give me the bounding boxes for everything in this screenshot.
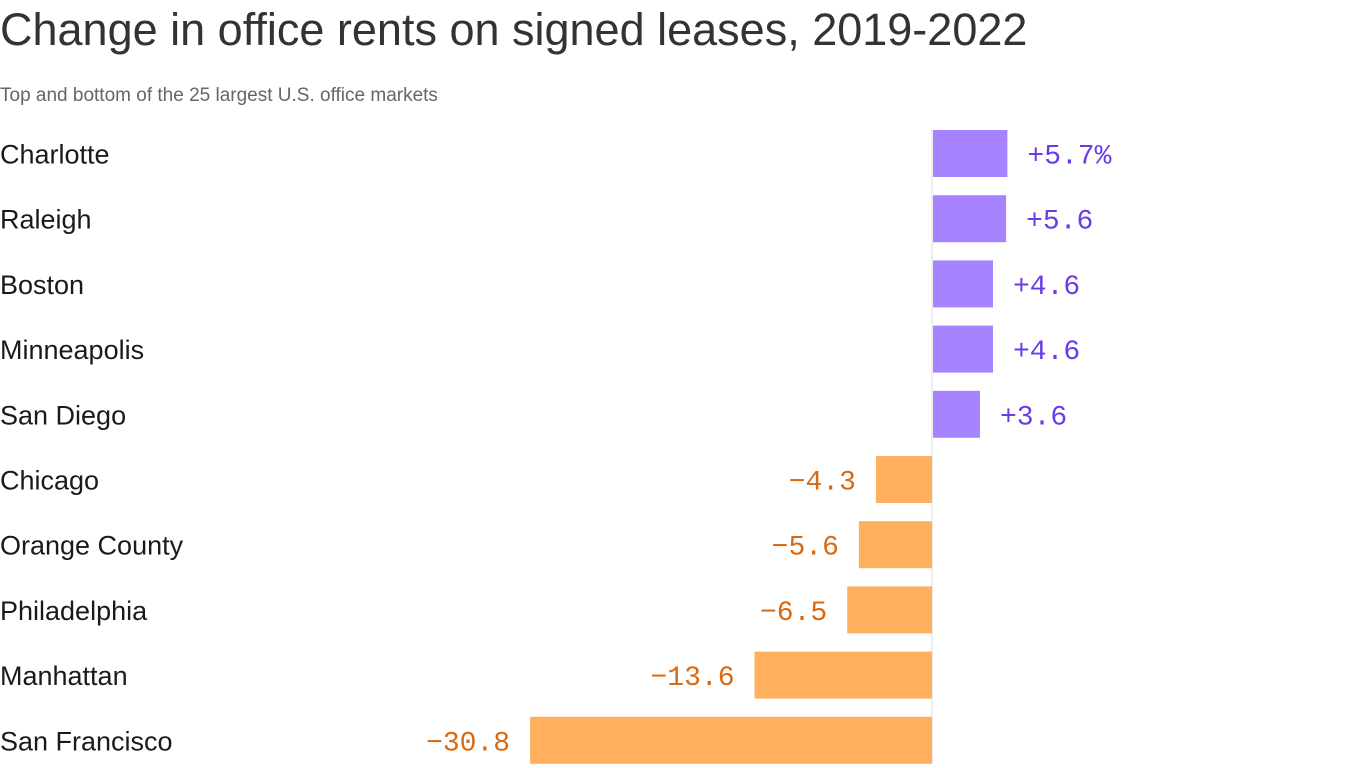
value-label: +3.6 [1000,402,1067,433]
bar [754,651,932,699]
bar [875,456,932,503]
value-label: −13.6 [650,663,734,694]
value-label: +5.6 [1026,207,1093,238]
value-label: +4.6 [1013,337,1080,368]
bar [933,260,993,308]
category-label: Boston [0,270,84,300]
category-label: Minneapolis [0,335,144,365]
category-label: San Francisco [0,726,173,756]
bar [933,325,993,373]
value-label: +4.6 [1013,272,1080,303]
bar [858,521,932,569]
value-label: −30.8 [426,728,510,759]
bar [933,195,1007,243]
value-label: −4.3 [789,468,856,499]
bar [933,390,980,438]
value-label: −5.6 [772,533,839,564]
category-label: Philadelphia [0,596,148,626]
chart-subtitle: Top and bottom of the 25 largest U.S. of… [0,85,438,106]
bar [530,716,932,764]
category-label: Raleigh [0,205,92,235]
bar [933,130,1008,177]
value-label: −6.5 [760,598,827,629]
bar [847,586,932,634]
category-label: San Diego [0,400,126,430]
category-label: Orange County [0,531,184,561]
value-label: +5.7% [1027,142,1111,173]
category-label: Chicago [0,466,99,496]
chart-title: Change in office rents on signed leases,… [0,4,1028,55]
category-label: Manhattan [0,661,128,691]
category-label: Charlotte [0,140,110,170]
